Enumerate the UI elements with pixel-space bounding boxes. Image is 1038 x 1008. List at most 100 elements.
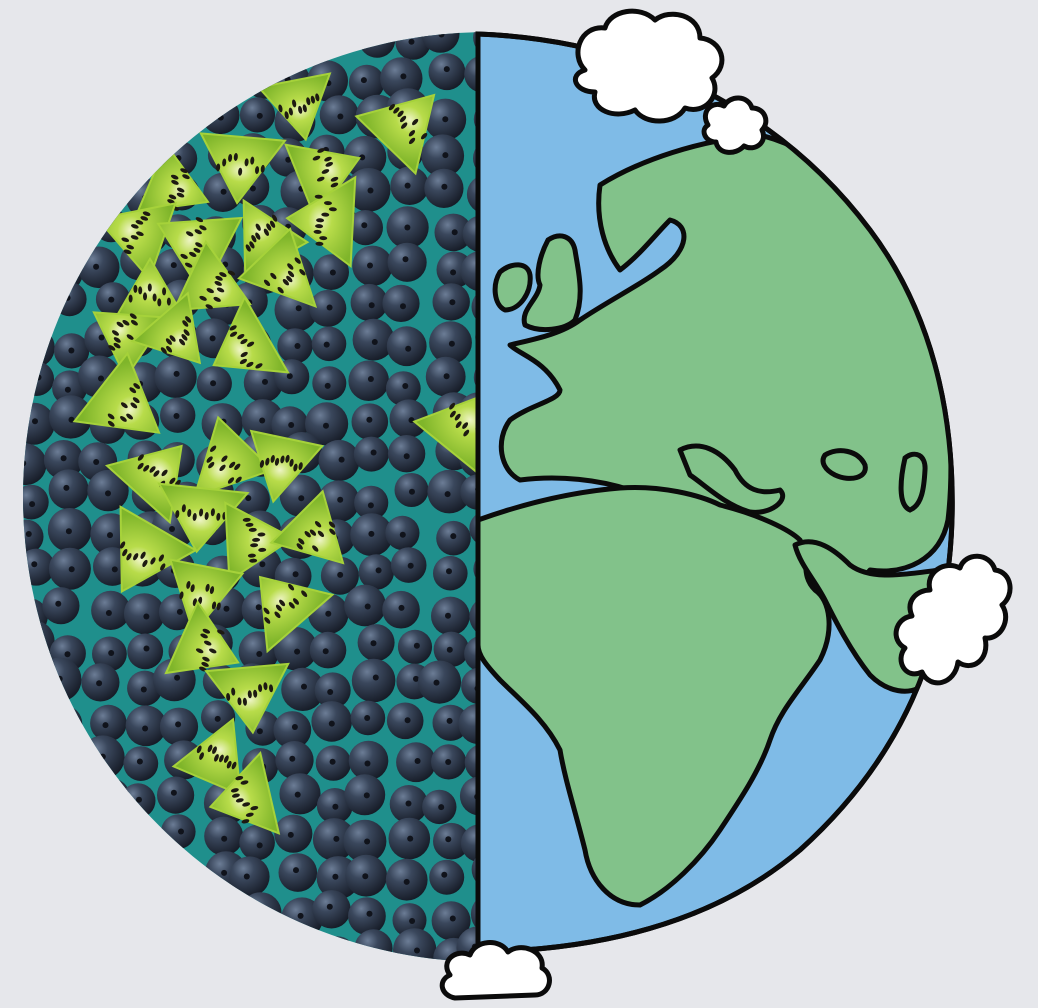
blueberry-icon (156, 92, 193, 128)
kiwi-icon (208, 750, 281, 835)
cloud-icon (701, 95, 769, 155)
blueberry-icon (23, 212, 46, 247)
blueberry-icon (52, 54, 90, 92)
blueberry-icon (229, 856, 270, 897)
blueberry-icon (92, 777, 130, 816)
blueberry-icon (23, 32, 47, 59)
blueberry-icon (45, 32, 89, 56)
blueberry-icon (357, 624, 395, 662)
blueberry-icon (56, 891, 94, 930)
kiwi-icon (269, 489, 345, 565)
blueberry-icon (432, 704, 469, 741)
blueberry-icon (48, 547, 91, 590)
blueberry-icon (353, 436, 389, 472)
blueberry-icon (23, 402, 55, 445)
blueberry-icon (388, 817, 431, 860)
blueberry-icon (23, 748, 43, 784)
blueberry-icon (204, 816, 244, 856)
blueberry-icon (421, 32, 460, 53)
blueberry-icon (125, 705, 167, 747)
kiwi-icon (168, 558, 245, 636)
blueberry-icon (352, 318, 395, 361)
blueberry-icon (120, 783, 156, 819)
blueberry-icon (23, 519, 44, 554)
blueberry-icon (309, 289, 347, 327)
blueberry-icon (350, 700, 386, 736)
kiwi-icon (212, 295, 290, 374)
blueberry-icon (315, 745, 352, 781)
blueberry-icon (385, 515, 420, 551)
blueberry-icon (23, 138, 55, 174)
blueberry-icon (120, 138, 158, 176)
blueberry-icon (417, 660, 462, 704)
land-ireland (492, 262, 533, 313)
blueberry-icon (432, 283, 470, 321)
blueberry-icon (396, 742, 436, 783)
blueberry-icon (154, 355, 197, 398)
blueberry-icon (464, 744, 478, 781)
kiwi-icon (193, 415, 275, 498)
blueberry-icon (346, 168, 391, 212)
blueberry-icon (54, 333, 90, 369)
blueberry-icon (23, 787, 41, 823)
blueberry-icon (158, 893, 202, 938)
blueberry-icon (354, 485, 389, 520)
blueberry-icon (389, 399, 429, 439)
blueberry-icon (312, 890, 351, 929)
blueberry-icon (23, 88, 44, 130)
blueberry-icon (23, 255, 46, 291)
blueberry-icon (121, 815, 157, 850)
blueberry-icon (424, 168, 464, 208)
land-southern-europe (677, 443, 785, 515)
blueberry-icon (81, 663, 120, 702)
blueberry-icon (397, 629, 433, 665)
blueberry-icon (158, 59, 200, 102)
blueberry-icon (43, 135, 81, 173)
blueberry-icon (460, 824, 478, 863)
blueberry-icon (348, 64, 385, 101)
blueberry-icon (277, 940, 312, 962)
blueberry-icon (165, 863, 205, 902)
blueberry-icon (78, 891, 117, 930)
blueberry-icon (88, 853, 130, 894)
land-africa (478, 484, 832, 908)
blueberry-icon (47, 508, 92, 552)
kiwi-icon (171, 717, 242, 797)
blueberry-icon (23, 58, 54, 97)
blueberry-icon (77, 246, 120, 289)
blueberry-icon (350, 513, 393, 557)
kiwi-icon (95, 202, 177, 281)
cloud-icon (572, 8, 725, 124)
blueberry-icon (123, 593, 165, 635)
blueberry-icon (86, 128, 125, 167)
blueberry-icon (23, 327, 55, 368)
blueberry-icon (91, 590, 131, 631)
blueberry-icon (194, 933, 231, 962)
blueberry-icon (200, 32, 237, 65)
blueberry-icon (125, 52, 163, 90)
blueberry-icon (157, 776, 195, 814)
blueberry-icon (382, 284, 420, 322)
blueberry-icon (23, 361, 54, 397)
blueberry-icon (433, 631, 469, 667)
blueberry-icon (272, 32, 310, 60)
blueberry-icon (23, 620, 55, 663)
blueberry-icon (433, 822, 470, 860)
blueberry-icon (161, 814, 196, 849)
blueberry-icon (91, 62, 134, 106)
blueberry-icon (52, 282, 87, 317)
blueberry-icon (305, 402, 349, 446)
blueberry-icon (313, 254, 349, 290)
blueberry-icon (23, 702, 53, 744)
blueberry-icon (309, 631, 347, 669)
blueberry-icon (91, 176, 128, 214)
blueberry-icon (429, 321, 472, 364)
blueberry-icon (464, 55, 478, 93)
blueberry-icon (207, 893, 243, 929)
blueberry-icon (352, 245, 393, 286)
blueberry-icon (191, 56, 232, 96)
blueberry-icon (127, 633, 164, 670)
blueberry-icon (320, 556, 359, 595)
blueberry-icon (318, 439, 360, 482)
blueberry-icon (23, 853, 52, 889)
